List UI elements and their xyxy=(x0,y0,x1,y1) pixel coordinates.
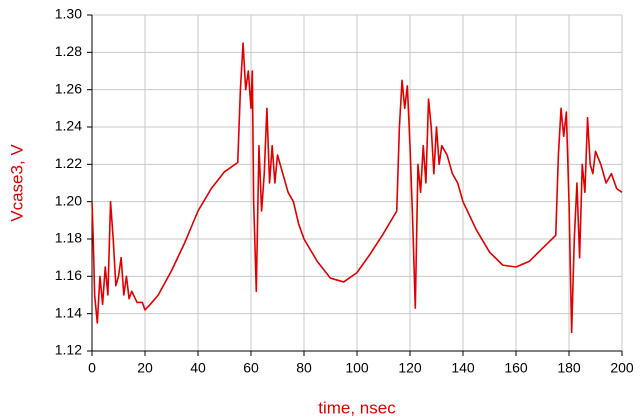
x-axis-title: time, nsec xyxy=(318,398,396,417)
y-tick-label: 1.22 xyxy=(55,155,82,171)
y-tick-label: 1.26 xyxy=(55,80,82,96)
x-tick-label: 200 xyxy=(610,360,634,376)
x-tick-label: 180 xyxy=(557,360,581,376)
y-tick-label: 1.18 xyxy=(55,230,82,246)
y-tick-label: 1.30 xyxy=(55,6,82,22)
y-tick-label: 1.12 xyxy=(55,342,82,358)
y-tick-label: 1.28 xyxy=(55,43,82,59)
x-tick-label: 20 xyxy=(137,360,153,376)
x-tick-label: 100 xyxy=(345,360,369,376)
y-tick-label: 1.16 xyxy=(55,267,82,283)
x-tick-label: 120 xyxy=(398,360,422,376)
x-tick-label: 60 xyxy=(243,360,259,376)
y-tick-label: 1.14 xyxy=(55,304,82,320)
x-tick-label: 80 xyxy=(296,360,312,376)
x-tick-label: 40 xyxy=(190,360,206,376)
x-tick-label: 160 xyxy=(504,360,528,376)
x-tick-label: 140 xyxy=(451,360,475,376)
y-tick-label: 1.24 xyxy=(55,118,82,134)
y-tick-label: 1.20 xyxy=(55,192,82,208)
y-axis-title: Vcase3, V xyxy=(7,144,26,222)
line-series xyxy=(91,42,623,334)
x-tick-label: 0 xyxy=(88,360,96,376)
